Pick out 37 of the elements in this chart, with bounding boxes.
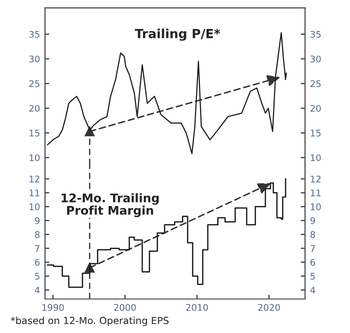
y-tick-label: 8 [35,231,40,238]
y2-tick-label: 8 [310,231,316,238]
y2-tick-label: 10 [310,154,321,162]
x-tick-label: 2020 [258,304,280,311]
y2-tick-label: 6 [310,258,316,266]
y2-tick-label: 9 [310,217,315,224]
y2-tick-label: 20 [310,104,321,112]
y-tick-label: 7 [35,245,40,252]
text: Trailing P/E* [134,28,220,41]
y2-tick-label: 4 [310,286,316,294]
y-tick-label: 6 [35,258,40,266]
x-tick-label: 2000 [114,304,136,311]
y-tick-label: 15 [30,130,40,136]
y-tick-label: 9 [34,217,40,224]
y-tick-label: 12 [30,176,40,182]
y2-tick-label: 15 [310,130,321,136]
y-tick-label: 10 [30,154,40,162]
y2-tick-label: 11 [310,190,321,196]
y-tick-label: 5 [35,272,40,280]
text: *based on 12-Mo. Operating EPS [10,316,169,326]
text: 12-Mo. Trailing Profit Margin [62,193,159,218]
x-tick-label: 1990 [42,304,64,311]
y2-tick-label: 10 [310,203,321,210]
x-tick-label: 2010 [186,304,208,311]
y-tick-label: 25 [29,80,40,88]
y2-tick-label: 12 [310,176,320,182]
y2-tick-label: 35 [310,30,321,38]
y2-tick-label: 7 [310,245,315,252]
y-tick-label: 10 [30,203,40,210]
y-tick-label: 11 [30,190,40,196]
y-tick-label: 4 [34,286,40,294]
y2-tick-label: 25 [310,80,321,88]
y2-tick-label: 5 [310,272,315,280]
y-tick-label: 20 [29,104,40,112]
y-tick-label: 30 [29,56,40,62]
y2-tick-label: 30 [310,56,321,62]
y-tick-label: 35 [29,30,40,38]
